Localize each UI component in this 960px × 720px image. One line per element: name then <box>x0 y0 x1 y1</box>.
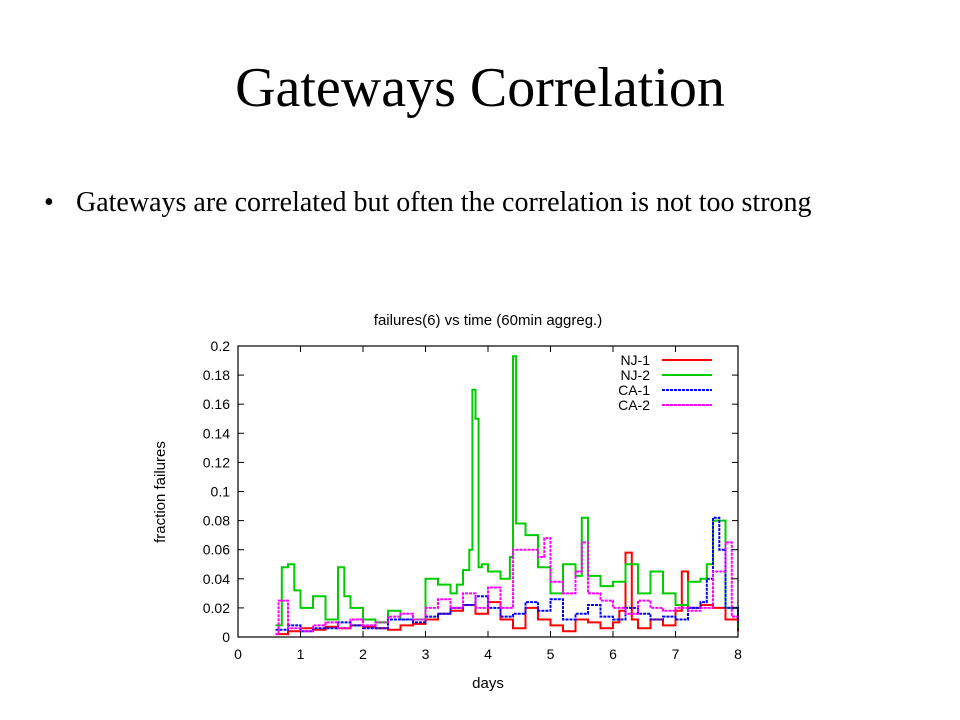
x-tick-label: 0 <box>234 646 242 662</box>
y-tick-label: 0.06 <box>203 542 230 558</box>
y-tick-label: 0.14 <box>203 425 230 441</box>
series-line-ca-1 <box>275 516 739 633</box>
x-tick-label: 5 <box>547 646 555 662</box>
y-tick-label: 0.04 <box>203 571 230 587</box>
y-tick-label: 0.12 <box>203 454 230 470</box>
x-tick-label: 1 <box>297 646 305 662</box>
chart-title: failures(6) vs time (60min aggreg.) <box>374 312 602 329</box>
series-line-nj-2 <box>275 355 739 629</box>
legend-label-ca-2: CA-2 <box>618 397 650 413</box>
y-tick-label: 0.08 <box>203 513 230 529</box>
y-tick-label: 0 <box>222 629 230 645</box>
line-chart: failures(6) vs time (60min aggreg.) frac… <box>152 312 742 692</box>
x-tick-label: 4 <box>484 646 492 662</box>
bullet-dot: • <box>44 187 54 218</box>
y-tick-label: 0.16 <box>203 396 230 412</box>
plot-area: 0 1 2 3 4 5 6 7 8 0 0.02 0.04 0.06 0.08 0.1 0.12 0.14 0.1… <box>203 338 742 662</box>
bullet-text: Gateways are correlated but often the co… <box>76 187 812 218</box>
x-tick-label: 6 <box>609 646 617 662</box>
y-tick-label: 0.2 <box>211 338 231 354</box>
slide-title: Gateways Correlation <box>235 57 725 119</box>
x-tick-label: 8 <box>734 646 742 662</box>
y-axis-label: fraction failures <box>152 441 169 543</box>
x-tick-label: 7 <box>672 646 680 662</box>
legend-label-ca-1: CA-1 <box>618 382 650 398</box>
y-tick-label: 0.18 <box>203 367 230 383</box>
x-tick-label: 3 <box>422 646 430 662</box>
chart-container: failures(6) vs time (60min aggreg.) frac… <box>140 300 760 700</box>
x-tick-label: 2 <box>359 646 367 662</box>
y-tick-label: 0.02 <box>203 600 230 616</box>
legend-label-nj-2: NJ-2 <box>620 367 650 383</box>
series-line-ca-2 <box>275 537 739 636</box>
bullet-item: • Gateways are correlated but often the c… <box>44 185 812 221</box>
y-tick-label: 0.1 <box>211 484 231 500</box>
x-axis-label: days <box>472 675 504 692</box>
legend-label-nj-1: NJ-1 <box>620 352 650 368</box>
